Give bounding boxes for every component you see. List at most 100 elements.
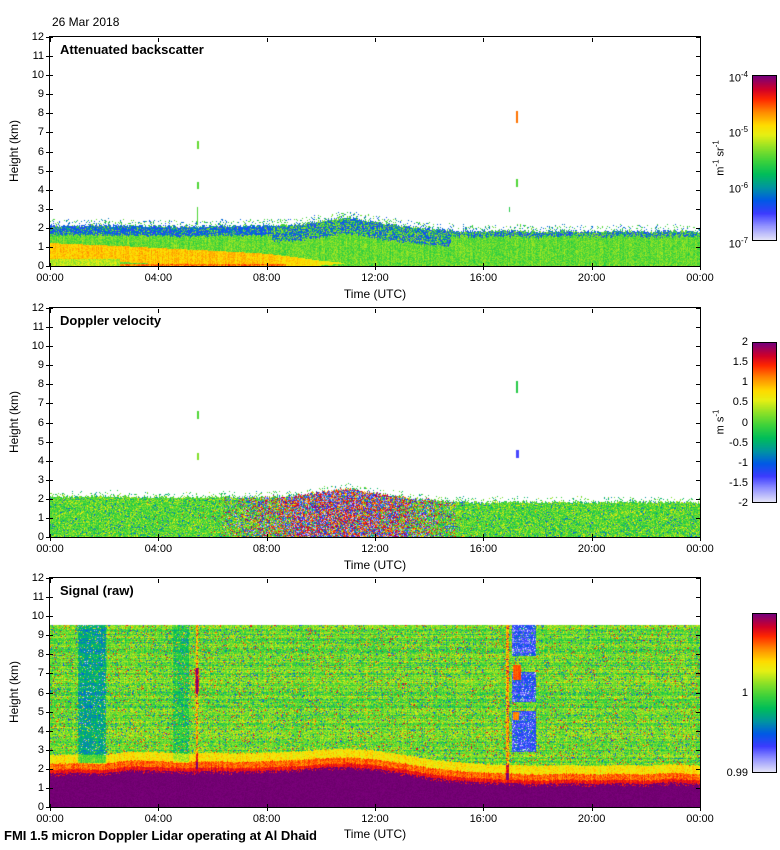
y-axis-tick-right [696, 346, 700, 348]
x-axis-tick [266, 263, 268, 270]
y-axis-tick-right [696, 578, 700, 579]
x-axis-tick [591, 804, 593, 811]
y-tick-label: 1 [37, 240, 44, 253]
y-tick-label: 11 [32, 321, 44, 334]
y-axis-tick [46, 37, 53, 38]
x-tick-label: 04:00 [144, 543, 173, 555]
y-tick-label: 9 [37, 359, 44, 372]
y-axis-tick [46, 498, 53, 500]
x-axis-tick [591, 263, 593, 270]
y-axis-tick-right [696, 749, 700, 751]
x-axis-tick-top [375, 309, 376, 313]
x-tick-label: 08:00 [252, 543, 281, 555]
x-tick-label: 20:00 [577, 543, 606, 555]
signal-colorbar-border [752, 613, 777, 773]
x-axis-tick-top [375, 579, 376, 583]
y-axis-tick-right [696, 635, 700, 637]
colorbar-tick-label: 2 [741, 336, 748, 348]
backscatter-panel-border [49, 36, 701, 267]
x-axis-tick [700, 263, 701, 270]
y-axis-tick [46, 56, 53, 58]
colorbar-tick-label: 10-7 [728, 236, 748, 251]
y-axis-tick-right [696, 479, 700, 481]
backscatter-x-axis-label: Time (UTC) [343, 287, 407, 301]
x-tick-label: 00:00 [36, 543, 64, 555]
backscatter-panel-title: Attenuated backscatter [60, 42, 204, 57]
y-tick-label: 10 [31, 340, 44, 353]
x-tick-label: 16:00 [469, 543, 498, 555]
x-tick-label: 00:00 [686, 272, 714, 284]
date-label: 26 Mar 2018 [52, 15, 120, 29]
x-axis-tick-top [266, 309, 268, 313]
y-axis-tick [46, 132, 53, 134]
x-axis-tick-top [483, 309, 485, 313]
y-axis-tick-right [696, 711, 700, 713]
x-axis-tick [700, 534, 701, 541]
y-tick-label: 3 [37, 743, 44, 756]
x-axis-tick-top [591, 579, 593, 583]
y-axis-tick-right [696, 308, 700, 309]
y-tick-label: 5 [37, 705, 44, 718]
colorbar-tick-label: 0.5 [732, 396, 748, 409]
x-axis-tick [158, 534, 160, 541]
y-tick-label: 4 [37, 454, 44, 467]
y-axis-tick [46, 578, 53, 579]
signal-x-axis-label: Time (UTC) [343, 827, 407, 841]
y-axis-tick [46, 807, 53, 808]
signal-panel-border [49, 577, 701, 808]
x-axis-tick [483, 804, 485, 811]
x-tick-label: 20:00 [577, 272, 606, 284]
y-axis-tick [46, 768, 53, 770]
y-tick-label: 1 [37, 781, 44, 794]
y-tick-label: 11 [32, 591, 44, 604]
y-axis-tick [46, 75, 53, 77]
y-axis-tick [46, 327, 53, 329]
velocity-colorbar [753, 343, 776, 502]
y-axis-tick [46, 208, 53, 210]
colorbar-tick-label: 1 [741, 376, 748, 389]
y-axis-tick [46, 654, 53, 656]
y-axis-tick-right [696, 94, 700, 96]
colorbar-tick-label: 0.99 [726, 767, 748, 779]
y-axis-tick-right [696, 208, 700, 210]
y-axis-tick-right [696, 517, 700, 519]
y-axis-tick [46, 479, 53, 481]
velocity-colorbar-border [752, 342, 777, 503]
x-axis-tick-top [700, 38, 701, 42]
y-axis-tick-right [696, 266, 700, 267]
x-axis-tick-top [266, 38, 268, 42]
y-axis-tick [46, 711, 53, 713]
y-axis-tick-right [696, 75, 700, 77]
y-axis-tick [46, 635, 53, 637]
y-axis-tick [46, 384, 53, 386]
x-tick-label: 08:00 [252, 272, 281, 284]
velocity-x-axis-label: Time (UTC) [343, 558, 407, 572]
signal-panel-title: Signal (raw) [60, 583, 134, 598]
colorbar-tick-label: 10-6 [728, 180, 748, 196]
y-axis-tick-right [696, 113, 700, 115]
x-tick-label: 16:00 [469, 813, 498, 825]
y-axis-tick-right [696, 597, 700, 599]
x-tick-label: 20:00 [577, 813, 606, 825]
colorbar-tick-label: -1.5 [729, 476, 748, 489]
x-tick-label: 12:00 [361, 543, 389, 555]
backscatter-colorbar-unit: m-1 sr-1 [711, 140, 727, 176]
y-axis-tick-right [696, 537, 700, 538]
y-axis-tick-right [696, 37, 700, 38]
y-axis-tick [46, 113, 53, 115]
y-tick-label: 4 [37, 724, 44, 737]
x-tick-label: 00:00 [686, 813, 714, 825]
y-axis-tick-right [696, 403, 700, 405]
colorbar-tick-label: -0.5 [729, 436, 748, 449]
backscatter-heatmap [50, 37, 700, 266]
footer-caption: FMI 1.5 micron Doppler Lidar operating a… [4, 828, 317, 843]
y-tick-label: 2 [37, 762, 44, 775]
colorbar-tick-label: 1.5 [732, 356, 748, 369]
x-tick-label: 12:00 [361, 813, 389, 825]
y-axis-tick-right [696, 730, 700, 732]
y-tick-label: 2 [37, 492, 44, 505]
x-axis-tick [266, 534, 268, 541]
x-tick-label: 00:00 [686, 543, 714, 555]
y-axis-tick-right [696, 132, 700, 134]
y-axis-tick [46, 227, 53, 229]
